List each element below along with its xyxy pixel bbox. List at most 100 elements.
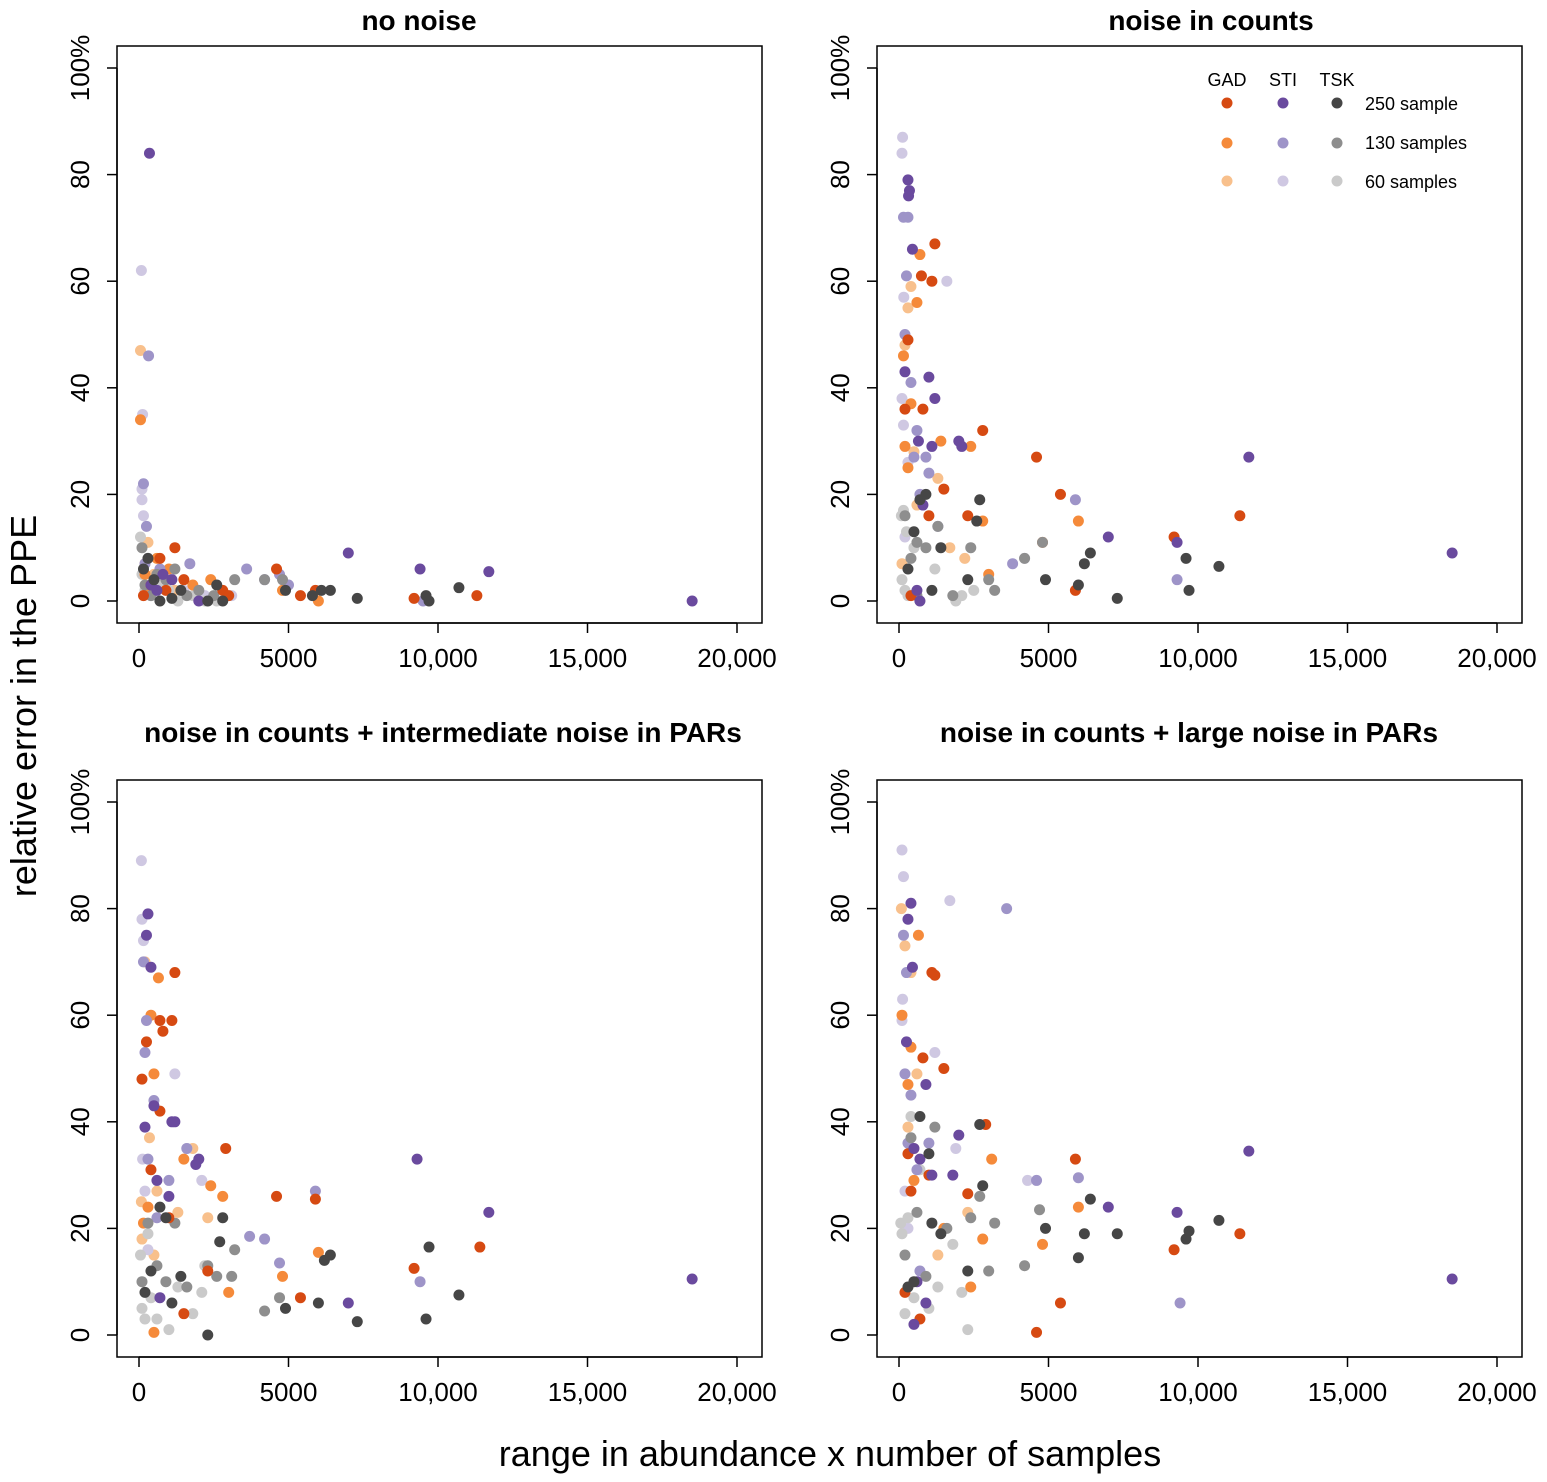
data-point (420, 1313, 432, 1325)
y-tick-label: 40 (825, 1107, 855, 1136)
data-point (312, 1297, 324, 1309)
data-point (217, 1212, 229, 1224)
data-point (134, 344, 146, 356)
data-point (241, 563, 253, 575)
data-point (902, 302, 914, 314)
y-tick-label: 0 (65, 594, 95, 608)
y-tick-label: 60 (825, 1001, 855, 1030)
data-point (896, 1228, 908, 1240)
data-point (1031, 1174, 1043, 1186)
data-point (163, 1324, 175, 1336)
data-point (274, 1257, 286, 1269)
data-point (211, 579, 223, 591)
data-point (163, 1174, 175, 1186)
data-point (986, 1153, 998, 1165)
data-point (134, 1249, 146, 1261)
data-point (137, 590, 149, 602)
data-point (947, 1169, 959, 1181)
y-tick-label: 100% (825, 769, 855, 836)
data-point (136, 1073, 148, 1085)
data-point (923, 1137, 935, 1149)
plot-frame (876, 779, 1523, 1358)
data-point (142, 1228, 154, 1240)
data-point (137, 478, 149, 490)
legend-header-gad: GAD (1207, 70, 1246, 90)
data-point (974, 494, 986, 506)
y-tick-label: 0 (825, 1328, 855, 1342)
x-tick-label: 20,000 (1457, 1377, 1537, 1407)
data-point (1037, 536, 1049, 548)
x-tick-label: 0 (892, 643, 906, 673)
data-point (896, 844, 908, 856)
data-point (1019, 1260, 1031, 1272)
data-point (1072, 515, 1084, 527)
data-point (908, 1142, 920, 1154)
x-tick-label: 10,000 (398, 643, 478, 673)
data-point (160, 1276, 172, 1288)
panel-large-noise: noise in counts + large noise in PARs 0 50… (825, 717, 1537, 1407)
data-point (1031, 1326, 1043, 1338)
data-point (908, 526, 920, 538)
data-point (169, 542, 181, 554)
data-point (917, 1052, 929, 1064)
data-point (920, 1270, 932, 1282)
data-point (902, 334, 914, 346)
data-point (453, 1289, 465, 1301)
legend-marker (1331, 97, 1343, 109)
data-point (1111, 1228, 1123, 1240)
x-tick-label: 0 (892, 1377, 906, 1407)
data-point (140, 520, 152, 532)
data-point (166, 574, 178, 586)
data-point (259, 574, 271, 586)
data-point (1234, 1228, 1246, 1240)
data-point (172, 1206, 184, 1218)
data-point (947, 590, 959, 602)
data-point (151, 1185, 163, 1197)
data-point (956, 440, 968, 452)
data-point (1040, 574, 1052, 586)
data-point (929, 563, 941, 575)
legend-label-60: 60 samples (1365, 172, 1457, 192)
data-point (932, 520, 944, 532)
data-point (142, 908, 154, 920)
data-point (1183, 584, 1195, 596)
data-point (908, 451, 920, 463)
y-tick-label: 60 (65, 267, 95, 296)
data-point (899, 403, 911, 415)
data-point (1183, 1225, 1195, 1237)
data-point (143, 350, 155, 362)
data-point (223, 1286, 235, 1298)
data-point (169, 967, 181, 979)
data-point (1078, 1228, 1090, 1240)
data-point (178, 1308, 190, 1320)
chart-title: no noise (361, 5, 476, 36)
x-tick-label: 10,000 (1158, 643, 1238, 673)
legend-label-130: 130 samples (1365, 133, 1467, 153)
data-point (920, 451, 932, 463)
data-point (142, 1201, 154, 1213)
data-point (139, 1313, 151, 1325)
data-point (140, 1036, 152, 1048)
data-point (414, 563, 426, 575)
data-point (169, 1116, 181, 1128)
data-point (902, 1121, 914, 1133)
data-point (408, 592, 420, 604)
data-point (148, 1326, 160, 1338)
data-point (899, 366, 911, 378)
data-point (151, 1174, 163, 1186)
data-point (911, 424, 923, 436)
data-point (926, 584, 938, 596)
x-tick-label: 15,000 (1308, 1377, 1388, 1407)
data-point (139, 1121, 151, 1133)
data-point (324, 584, 336, 596)
data-point (351, 1316, 363, 1328)
data-point (1084, 1193, 1096, 1205)
legend-marker (1221, 175, 1233, 187)
data-point (142, 552, 154, 564)
data-point (917, 403, 929, 415)
data-point (956, 1286, 968, 1298)
panel-no-noise: no noise 0 5000 10,000 15,000 20,000 0 20 40 60 80… (65, 5, 777, 673)
data-point (900, 270, 912, 282)
data-point (962, 1265, 974, 1277)
y-tick-label: 100% (825, 35, 855, 102)
